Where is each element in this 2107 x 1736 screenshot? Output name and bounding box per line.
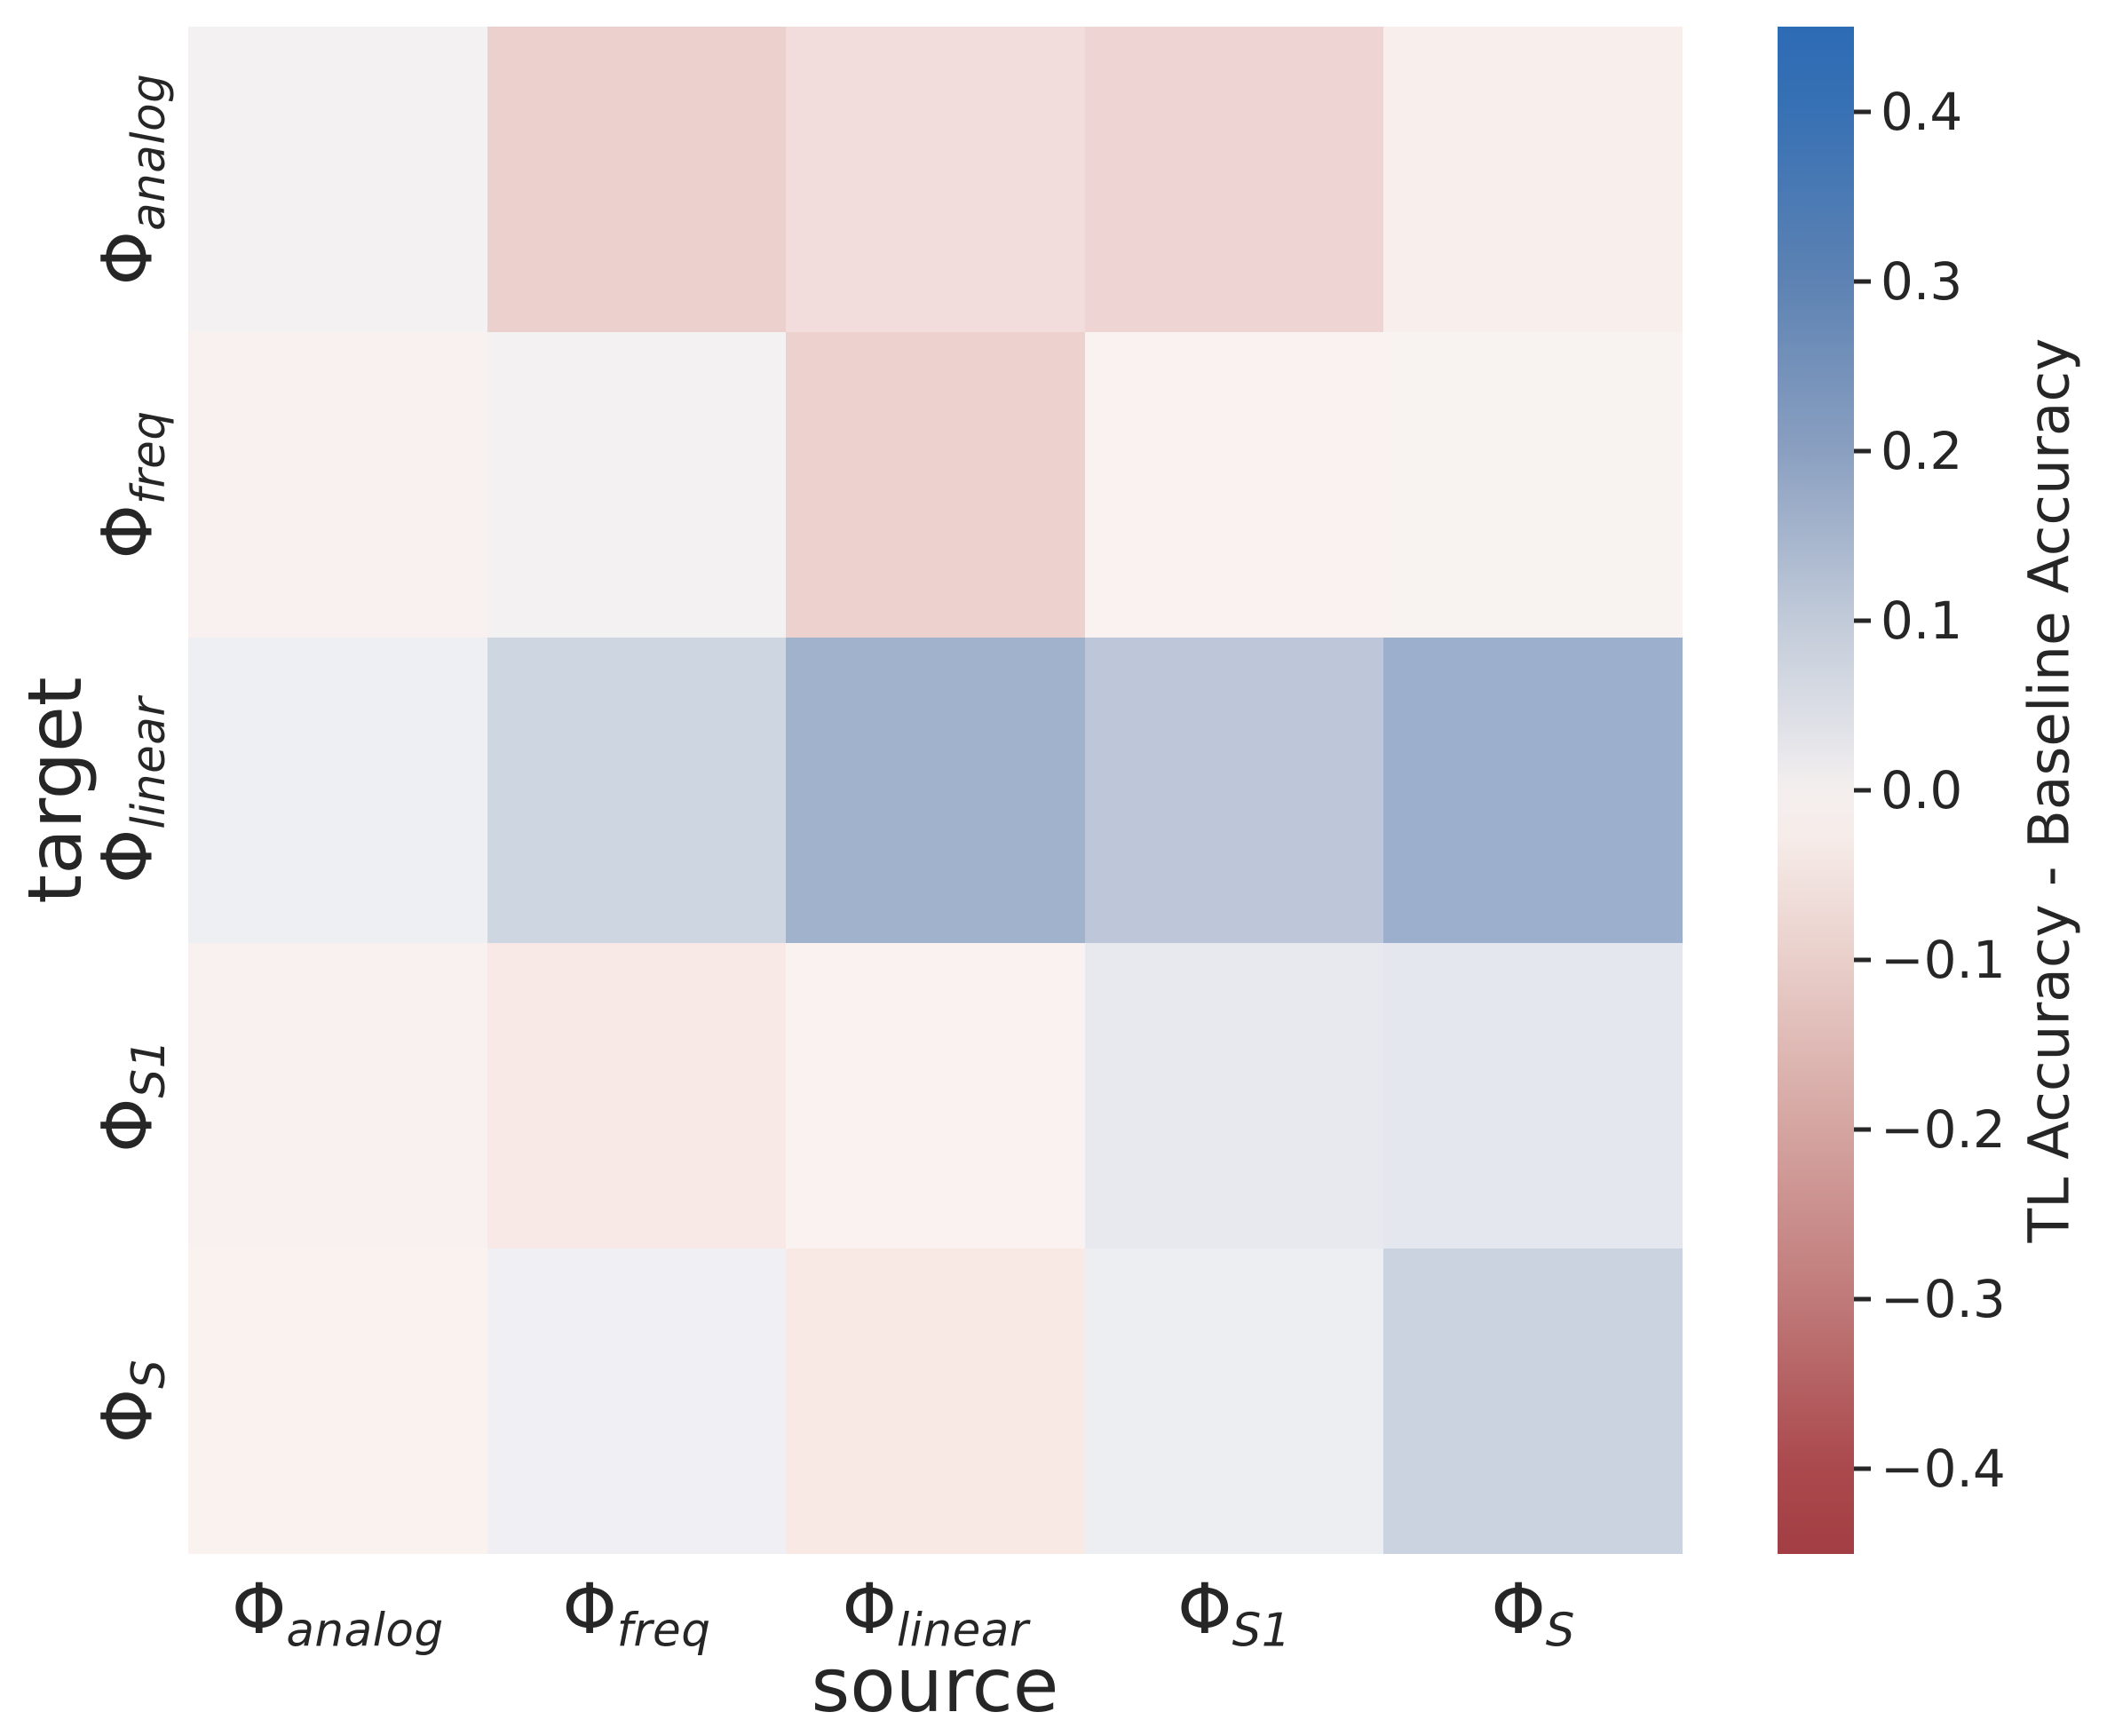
colorbar-tick-label: 0.2 [1881, 420, 1963, 481]
x-axis-label: source [811, 1642, 1059, 1729]
heatmap-cell [786, 332, 1085, 638]
colorbar-tick-mark [1854, 1127, 1871, 1132]
y-tick-label: Φanalog [88, 73, 176, 286]
colorbar-tick-label: 0.0 [1881, 760, 1963, 820]
y-axis-label: target [12, 677, 99, 904]
colorbar-tick-mark [1854, 1296, 1871, 1302]
heatmap-cell [188, 1248, 487, 1554]
heatmap-cell [487, 943, 787, 1248]
heatmap-cell [786, 943, 1085, 1248]
colorbar-tick-mark [1854, 279, 1871, 284]
y-tick-label: ΦS [88, 1359, 176, 1444]
colorbar-tick-mark [1854, 957, 1871, 963]
heatmap-cell [786, 1248, 1085, 1554]
heatmap-cell [1383, 943, 1683, 1248]
heatmap-cell [1383, 1248, 1683, 1554]
tick-subscript: linear [896, 1604, 1029, 1658]
heatmap-cell [487, 638, 787, 943]
heatmap-cell [1383, 27, 1683, 332]
heatmap-cell [1084, 1248, 1384, 1554]
tick-subscript: freq [122, 410, 176, 505]
heatmap-cell [188, 332, 487, 638]
heatmap-cell [786, 638, 1085, 943]
colorbar-label: TL Accuracy - Baseline Accuracy [2016, 337, 2082, 1243]
heatmap-cell [188, 638, 487, 943]
colorbar-tick-mark [1854, 448, 1871, 454]
heatmap-cell [487, 332, 787, 638]
colorbar-tick-label: −0.1 [1881, 930, 2006, 991]
x-tick-label: ΦS1 [1177, 1570, 1292, 1658]
heatmap-grid [188, 27, 1683, 1554]
heatmap-cell [1383, 638, 1683, 943]
colorbar-tick-label: −0.4 [1881, 1439, 2006, 1500]
colorbar-tick-mark [1854, 109, 1871, 115]
tick-subscript: S [1545, 1604, 1575, 1658]
colorbar-gradient [1778, 27, 1854, 1554]
heatmap-cell [487, 1248, 787, 1554]
x-tick-label: Φfreq [562, 1570, 711, 1658]
heatmap-cell [188, 943, 487, 1248]
heatmap-cell [1084, 943, 1384, 1248]
heatmap-cell [188, 27, 487, 332]
colorbar-tick-mark [1854, 1466, 1871, 1471]
x-tick-label: ΦS [1491, 1570, 1575, 1658]
y-tick-label: Φfreq [88, 410, 176, 559]
tick-subscript: linear [122, 696, 176, 829]
tick-subscript: freq [616, 1604, 711, 1658]
tick-subscript: S1 [1232, 1604, 1292, 1658]
tick-subscript: S [122, 1359, 176, 1389]
y-tick-label: Φlinear [88, 696, 176, 884]
heatmap-cell [786, 27, 1085, 332]
heatmap-cell [487, 27, 787, 332]
tick-subscript: analog [122, 73, 176, 231]
colorbar-tick-label: −0.2 [1881, 1099, 2006, 1161]
heatmap-cell [1084, 638, 1384, 943]
heatmap-cell [1383, 332, 1683, 638]
heatmap-cell [1084, 332, 1384, 638]
tick-subscript: analog [286, 1604, 444, 1658]
colorbar-tick-label: 0.3 [1881, 250, 1963, 312]
colorbar-tick-mark [1854, 618, 1871, 623]
colorbar-tick-label: 0.4 [1881, 81, 1963, 142]
y-tick-label: ΦS1 [88, 1039, 176, 1153]
x-tick-label: Φlinear [842, 1570, 1029, 1658]
tick-subscript: S1 [122, 1039, 176, 1098]
x-tick-label: Φanalog [231, 1570, 444, 1658]
heatmap-cell [1084, 27, 1384, 332]
colorbar-tick-mark [1854, 788, 1871, 793]
colorbar-tick-label: −0.3 [1881, 1269, 2006, 1330]
colorbar-tick-label: 0.1 [1881, 590, 1963, 651]
